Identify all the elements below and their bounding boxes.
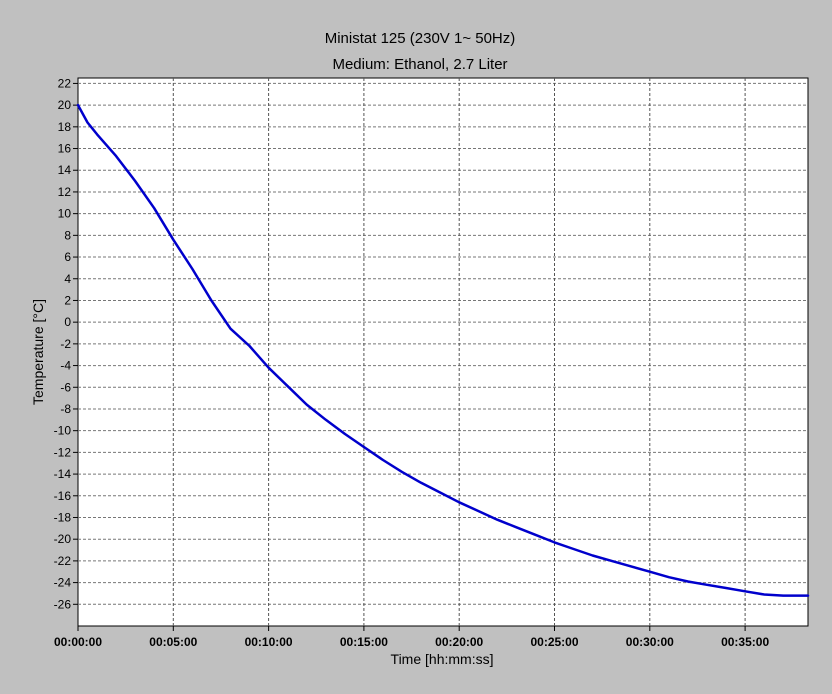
x-axis-label: Time [hh:mm:ss]	[391, 651, 494, 667]
y-tick-label: 6	[64, 250, 71, 264]
y-tick-label: -16	[54, 489, 72, 503]
y-tick-label: 4	[64, 272, 71, 286]
grid	[78, 78, 808, 626]
y-tick-label: 12	[58, 185, 72, 199]
chart-title: Ministat 125 (230V 1~ 50Hz)	[325, 30, 516, 47]
y-tick-label: -6	[60, 380, 71, 394]
y-tick-label: 2	[64, 293, 71, 307]
y-tick-label: -22	[54, 554, 72, 568]
y-tick-label: -8	[60, 402, 71, 416]
y-tick-label: -12	[54, 445, 72, 459]
y-tick-label: 16	[58, 142, 72, 156]
y-tick-label: -14	[54, 467, 72, 481]
plot-area	[77, 77, 809, 627]
x-tick-label: 00:30:00	[626, 635, 674, 649]
x-tick-label: 00:15:00	[340, 635, 388, 649]
y-tick-label: -10	[54, 424, 72, 438]
x-tick-label: 00:05:00	[149, 635, 197, 649]
y-tick-label: 20	[58, 98, 72, 112]
y-tick-label: 22	[58, 76, 72, 90]
series-line	[76, 103, 810, 597]
y-axis-ticks: 2220181614121086420-2-4-6-8-10-12-14-16-…	[54, 76, 78, 611]
x-tick-label: 00:35:00	[721, 635, 769, 649]
y-tick-label: -24	[54, 576, 72, 590]
y-tick-label: 0	[64, 315, 71, 329]
y-axis-label: Temperature [°C]	[30, 299, 46, 405]
y-tick-label: -2	[60, 337, 71, 351]
y-tick-label: -20	[54, 532, 72, 546]
y-tick-label: -4	[60, 359, 71, 373]
x-tick-label: 00:00:00	[54, 635, 102, 649]
chart-subtitle: Medium: Ethanol, 2.7 Liter	[332, 56, 507, 73]
y-tick-label: 18	[58, 120, 72, 134]
x-axis-ticks: 00:00:00 00:05:00 00:10:00 00:15:00 00:20:00…	[54, 626, 769, 649]
y-tick-label: -26	[54, 597, 72, 611]
y-tick-label: -18	[54, 510, 72, 524]
y-tick-label: 10	[58, 207, 72, 221]
x-tick-label: 00:10:00	[245, 635, 293, 649]
x-tick-label: 00:20:00	[435, 635, 483, 649]
y-tick-label: 14	[58, 163, 72, 177]
y-tick-label: 8	[64, 228, 71, 242]
series-layer	[76, 103, 810, 597]
x-tick-label: 00:25:00	[530, 635, 578, 649]
